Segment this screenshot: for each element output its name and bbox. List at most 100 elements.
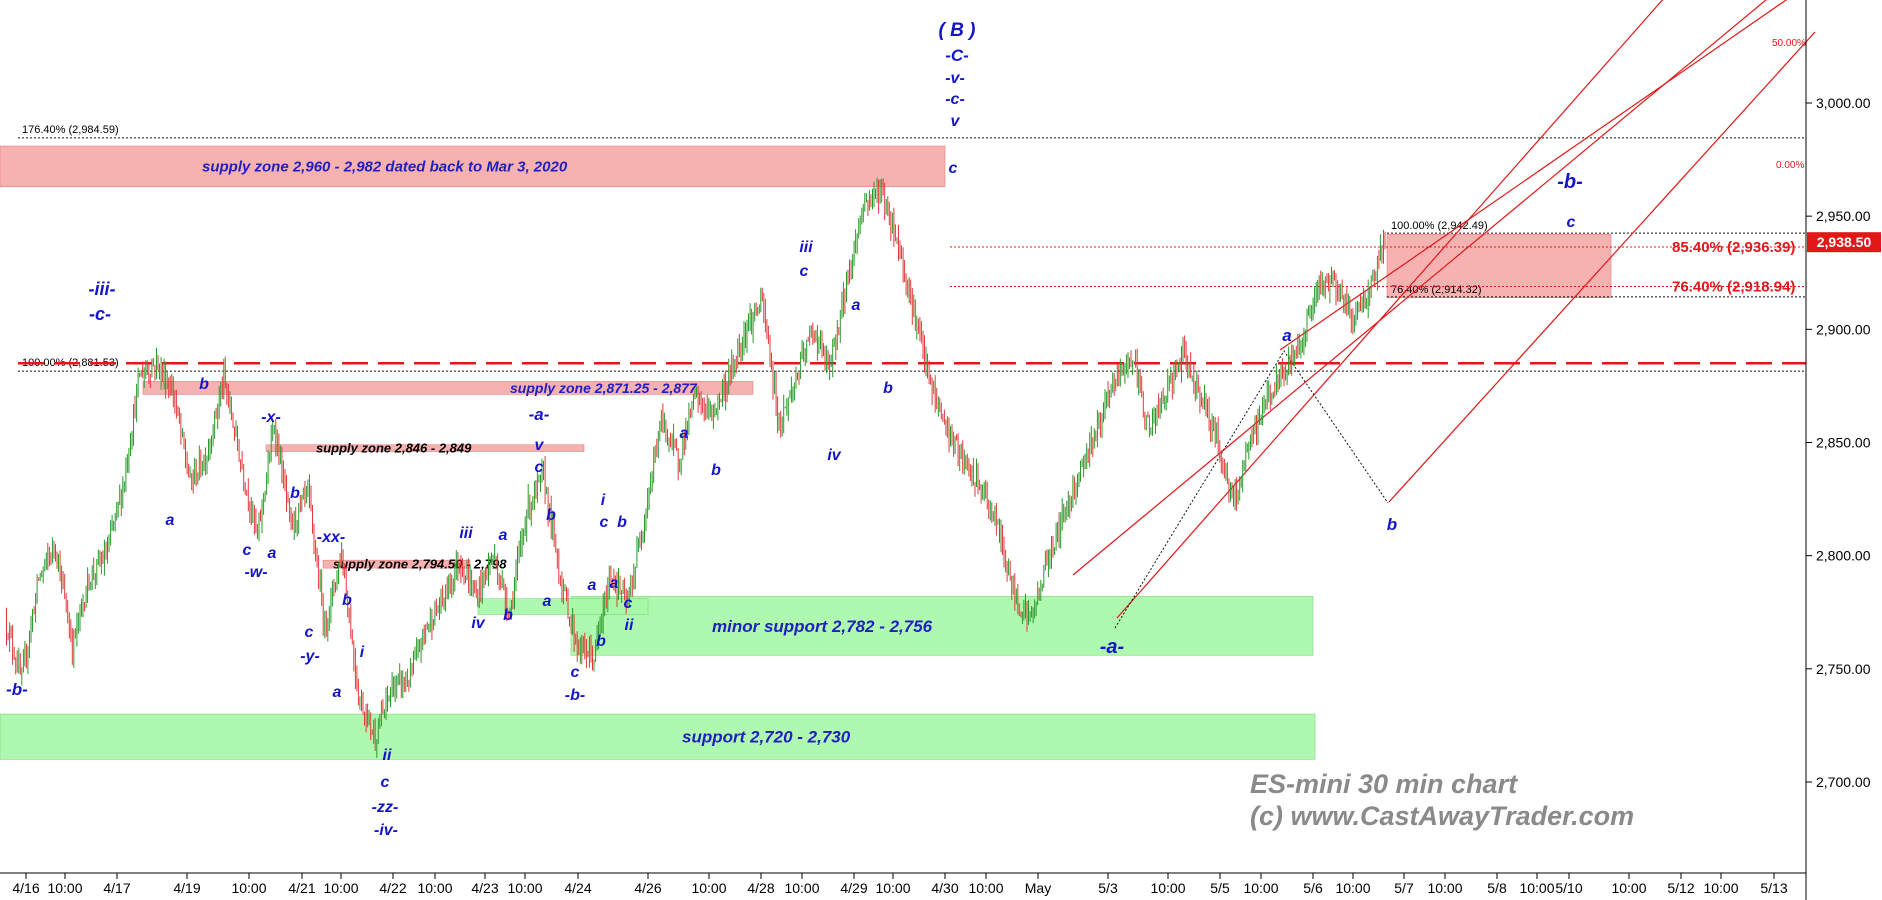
zone-label: supply zone 2,871.25 - 2,877	[510, 380, 698, 396]
wave-label: c	[381, 774, 390, 791]
x-tick-label: 10:00	[231, 880, 266, 896]
wave-label: iii	[799, 239, 813, 256]
wave-label: -C-	[945, 46, 969, 65]
x-tick-label: 4/19	[173, 880, 200, 896]
trend-channel-line	[1279, 0, 1788, 351]
x-tick-label: 10:00	[968, 880, 1003, 896]
x-tick-label: 10:00	[1150, 880, 1185, 896]
channel-pct-label: 50.00%	[1772, 38, 1806, 49]
wave-label: a	[166, 512, 175, 529]
x-tick-label: 10:00	[1703, 880, 1738, 896]
wave-label: -b-	[565, 687, 585, 704]
wave-label: v	[535, 437, 545, 454]
zones-layer: supply zone 2,960 - 2,982 dated back to …	[0, 145, 1612, 760]
zone-label: supply zone 2,960 - 2,982 dated back to …	[202, 159, 568, 176]
wave-label: a	[610, 575, 619, 592]
x-tick-label: 4/17	[103, 880, 130, 896]
wave-label: a	[680, 425, 689, 442]
x-tick-label: 10:00	[417, 880, 452, 896]
wave-label: -iii-	[89, 279, 116, 299]
wave-label: i	[360, 644, 365, 661]
x-tick-label: 4/22	[379, 880, 406, 896]
y-tick-label: 2,700.00	[1816, 774, 1871, 790]
fib-level-label: 76.40% (2,914.32)	[1391, 284, 1482, 296]
wave-label: b	[711, 462, 721, 479]
channel-pct-label: 0.00%	[1776, 160, 1804, 171]
x-tick-label: 4/28	[747, 880, 774, 896]
wave-label: i	[601, 492, 606, 509]
x-tick-label: 5/7	[1394, 880, 1414, 896]
x-tick-label: 10:00	[691, 880, 726, 896]
y-tick-label: 2,900.00	[1816, 321, 1871, 337]
wave-label: -iv-	[374, 822, 398, 839]
wave-label: a	[588, 577, 597, 594]
wave-label: -y-	[300, 648, 320, 665]
y-tick-label: 2,950.00	[1816, 208, 1871, 224]
watermark-title: ES-mini 30 min chart	[1250, 769, 1518, 799]
x-tick-label: 10:00	[1611, 880, 1646, 896]
wave-label: b	[342, 592, 352, 609]
wave-label: -w-	[244, 564, 267, 581]
zone-label: supply zone 2,846 - 2,849	[316, 441, 472, 456]
fib-level-label: 100.00% (2,942.49)	[1391, 220, 1488, 232]
x-tick-label: May	[1025, 880, 1051, 896]
wave-label: c	[535, 459, 544, 476]
wave-label: c	[600, 514, 609, 531]
supply-zone	[142, 381, 754, 395]
trend-channel-line	[1388, 31, 1816, 503]
x-tick-label: 10:00	[1243, 880, 1278, 896]
wave-label: b	[617, 514, 627, 531]
x-tick-label: 5/3	[1098, 880, 1118, 896]
x-tick-label: 5/6	[1303, 880, 1323, 896]
wave-label: -a-	[1100, 636, 1125, 658]
wave-label: -a-	[529, 405, 550, 424]
watermark-url: (c) www.CastAwayTrader.com	[1250, 801, 1634, 831]
wave-label: a	[852, 297, 861, 314]
y-tick-label: 2,750.00	[1816, 661, 1871, 677]
x-tick-label: 4/30	[931, 880, 958, 896]
x-tick-label: 5/12	[1667, 880, 1694, 896]
wave-label: ( B )	[939, 20, 976, 41]
wave-label: -xx-	[317, 529, 345, 546]
support-zone	[0, 713, 1316, 760]
wave-label: -b-	[6, 680, 28, 699]
fib-red-label: 85.40% (2,936.39)	[1672, 239, 1795, 256]
trend-channel-line	[1116, 0, 1664, 619]
x-tick-label: 5/5	[1210, 880, 1230, 896]
wave-label: iv	[471, 615, 485, 632]
x-tick-label: 4/21	[288, 880, 315, 896]
wave-label: b	[503, 607, 513, 624]
wave-label: c	[800, 263, 809, 280]
x-tick-label: 10:00	[1335, 880, 1370, 896]
fib-red-label: 76.40% (2,918.94)	[1672, 278, 1795, 295]
wave-label: iv	[827, 447, 841, 464]
wave-label: -b-	[1557, 171, 1583, 193]
current-price-badge	[1807, 232, 1881, 253]
x-tick-label: 10:00	[1519, 880, 1554, 896]
wave-label: a	[333, 684, 342, 701]
x-tick-label: 5/10	[1555, 880, 1582, 896]
current-price-label: 2,938.50	[1817, 234, 1872, 250]
wave-label: c	[624, 595, 633, 612]
x-tick-label: 5/8	[1487, 880, 1507, 896]
trend-channel-line	[1072, 0, 1767, 576]
wave-label: -c-	[945, 91, 965, 108]
x-tick-label: 10:00	[784, 880, 819, 896]
y-tick-label: 2,800.00	[1816, 548, 1871, 564]
wave-label: b	[199, 376, 209, 393]
x-tick-label: 10:00	[1427, 880, 1462, 896]
support-zone	[570, 596, 1314, 656]
x-tick-label: 4/26	[634, 880, 661, 896]
wave-label: a	[1282, 326, 1291, 345]
wave-label: c	[243, 542, 252, 559]
wave-label: c	[949, 160, 958, 177]
wave-label: a	[543, 593, 552, 610]
x-tick-label: 4/16	[12, 880, 39, 896]
wave-label: -c-	[89, 304, 111, 324]
wave-label: b	[546, 507, 556, 524]
wave-label: -x-	[261, 409, 281, 426]
supply-zone	[322, 559, 471, 569]
wave-label: ii	[625, 617, 634, 634]
